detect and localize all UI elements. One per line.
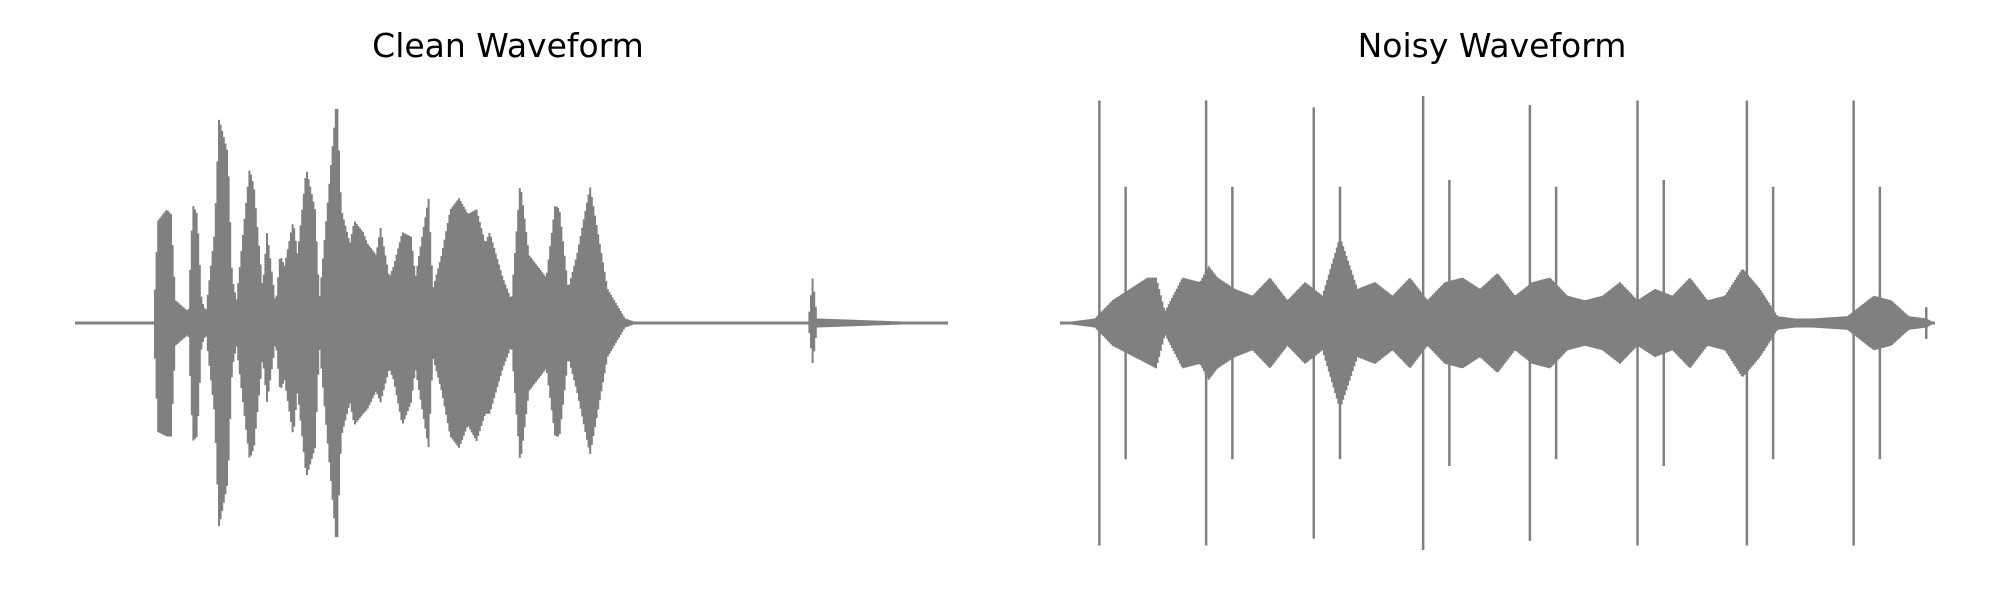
clean-waveform-panel: Clean Waveform <box>75 26 948 538</box>
clean-waveform-title: Clean Waveform <box>372 26 644 65</box>
noisy-waveform-plot <box>1060 96 1935 550</box>
noisy-waveform-title: Noisy Waveform <box>1358 26 1627 65</box>
clean-waveform-plot <box>75 108 948 538</box>
noisy-waveform-panel: Noisy Waveform <box>1060 26 1935 550</box>
